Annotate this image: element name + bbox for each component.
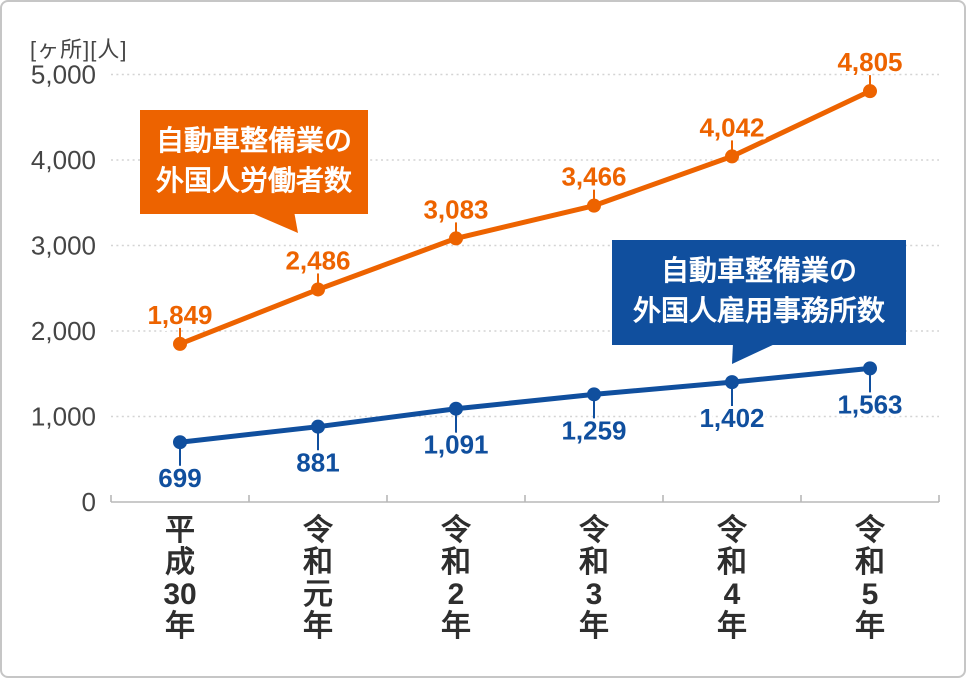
x-axis-label-char: 年	[165, 610, 195, 643]
data-point-workers	[725, 149, 739, 164]
x-axis-label-char: 年	[441, 610, 471, 643]
x-axis-label-char: 年	[303, 610, 333, 643]
data-point-offices	[587, 387, 601, 402]
data-label-offices: 699	[158, 463, 201, 493]
callout-offices-line2: 外国人雇用事務所数	[632, 295, 885, 326]
data-label-offices: 1,091	[423, 430, 488, 460]
data-point-offices	[725, 375, 739, 390]
data-point-workers	[587, 198, 601, 213]
y-axis-tick-label: 1,000	[31, 402, 96, 432]
callout-offices-label: 自動車整備業の 外国人雇用事務所数	[612, 240, 906, 345]
data-label-offices: 1,563	[837, 389, 902, 419]
x-axis-label-char: 4	[723, 578, 741, 611]
x-axis-label-char: 令	[855, 514, 885, 547]
data-label-offices: 1,402	[699, 403, 764, 433]
y-axis-tick-label: 4,000	[31, 145, 96, 175]
x-axis-label-char: 2	[447, 578, 465, 611]
x-axis-label-char: 令	[303, 514, 333, 547]
x-axis-label-char: 年	[579, 610, 609, 643]
data-point-offices	[173, 435, 187, 450]
callout-workers-line1: 自動車整備業の	[155, 125, 352, 156]
x-axis-label-char: 和	[855, 546, 885, 579]
data-point-workers	[173, 336, 187, 351]
callout-workers-label: 自動車整備業の 外国人労働者数	[140, 110, 368, 214]
x-axis-category-label: 平成 30 年	[111, 515, 249, 643]
callout-workers-tail	[247, 211, 298, 233]
x-axis-label-char: 成	[165, 546, 195, 579]
data-label-workers: 3,466	[561, 162, 626, 192]
callout-workers-line2: 外国人労働者数	[155, 165, 352, 196]
x-axis-label-char: 年	[855, 610, 885, 643]
y-axis-tick-label: 2,000	[31, 316, 96, 346]
x-axis-label-char: 年	[717, 610, 747, 643]
y-axis-tick-label: 5,000	[31, 60, 96, 90]
callout-offices-tail	[732, 343, 777, 364]
x-axis-label-char: 和	[579, 546, 609, 579]
series-line-workers	[177, 88, 873, 347]
x-axis-label-char: 和	[303, 546, 333, 579]
x-axis-label-char: 和	[717, 546, 747, 579]
data-point-offices	[449, 401, 463, 416]
data-label-workers: 3,083	[423, 194, 488, 224]
data-label-offices: 881	[296, 448, 339, 478]
y-axis-unit-label: [ヶ所][人]	[30, 37, 128, 62]
data-label-workers: 2,486	[285, 245, 350, 275]
data-label-workers: 4,805	[837, 47, 902, 77]
x-axis-label-char: 平	[165, 514, 195, 547]
series-line-offices	[177, 365, 873, 445]
y-axis-tick-label: 3,000	[31, 231, 96, 261]
data-point-workers	[863, 84, 877, 99]
data-point-workers	[311, 282, 325, 297]
x-axis-label-char: 令	[441, 514, 471, 547]
data-label-workers: 1,849	[147, 300, 212, 330]
x-axis-label-char: 令	[579, 514, 609, 547]
data-point-offices	[311, 419, 325, 434]
data-point-workers	[449, 231, 463, 246]
x-axis-label-char: 令	[717, 514, 747, 547]
y-axis-tick-label: 0	[82, 487, 96, 517]
x-axis-label-char: 3	[585, 578, 603, 611]
data-label-offices: 1,259	[561, 415, 626, 445]
x-axis-label-char: 5	[861, 578, 879, 611]
callout-offices-line1: 自動車整備業の	[660, 255, 857, 286]
x-axis-label-char: 元	[303, 578, 333, 611]
data-label-workers: 4,042	[699, 112, 764, 142]
data-point-offices	[863, 361, 877, 376]
x-axis-label-char: 和	[441, 546, 471, 579]
x-axis-category-label: 令和元年	[249, 515, 387, 643]
x-axis-label-char: 30	[163, 578, 197, 611]
